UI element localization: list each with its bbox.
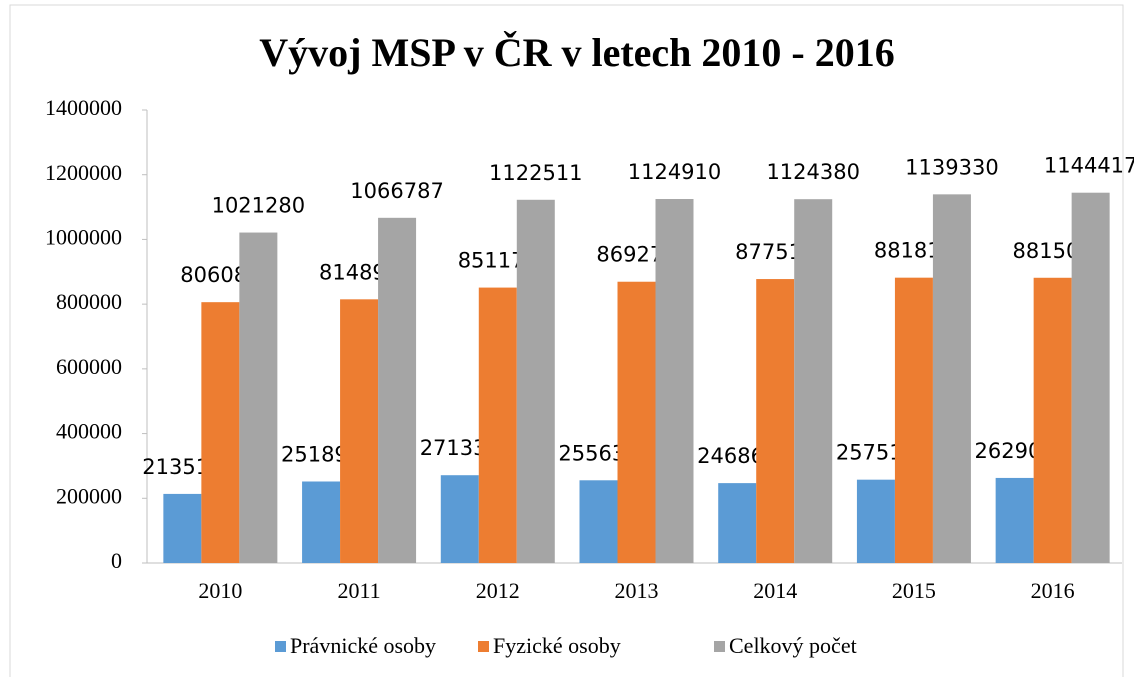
bar [378, 217, 417, 563]
legend-swatch [275, 641, 286, 652]
bar [340, 299, 379, 563]
bar [655, 199, 694, 563]
bar [516, 199, 555, 563]
x-tick-label: 2013 [615, 578, 659, 603]
bar [163, 493, 202, 563]
data-label: 1122511 [489, 161, 583, 185]
bar [1071, 192, 1110, 564]
legend-swatch [478, 641, 489, 652]
legend-label: Celkový počet [729, 633, 857, 658]
data-label: 1139330 [905, 155, 999, 179]
bar [932, 194, 971, 563]
bar [201, 302, 240, 563]
y-tick-label: 0 [111, 548, 122, 573]
bar [1033, 277, 1072, 563]
legend-swatch [714, 641, 725, 652]
bar [302, 481, 341, 563]
data-label: 1144417 [1044, 154, 1134, 178]
x-tick-label: 2012 [476, 578, 520, 603]
x-tick-label: 2010 [198, 578, 242, 603]
bar [794, 199, 833, 564]
bar [617, 281, 656, 563]
x-tick-label: 2014 [753, 578, 797, 603]
y-tick-label: 400000 [56, 419, 122, 444]
bar [440, 475, 479, 563]
data-label: 1021280 [212, 194, 306, 218]
x-tick-label: 2015 [892, 578, 936, 603]
y-tick-label: 1000000 [45, 224, 122, 249]
legend-label: Fyzické osoby [493, 633, 621, 658]
bar [239, 232, 278, 563]
y-tick-label: 1200000 [45, 160, 122, 185]
data-label: 1066787 [350, 179, 444, 203]
data-label: 1124380 [766, 160, 860, 184]
data-label: 1124910 [628, 160, 722, 184]
y-tick-label: 800000 [56, 289, 122, 314]
bar [756, 279, 795, 563]
x-tick-label: 2016 [1031, 578, 1075, 603]
chart-title: Vývoj MSP v ČR v letech 2010 - 2016 [259, 30, 894, 75]
legend-label: Právnické osoby [290, 633, 436, 658]
bar [995, 477, 1034, 563]
bar [478, 287, 517, 563]
bar [718, 483, 757, 563]
bar [894, 277, 933, 563]
x-tick-label: 2011 [337, 578, 380, 603]
y-tick-label: 600000 [56, 354, 122, 379]
y-tick-label: 1400000 [45, 95, 122, 120]
bar [579, 480, 618, 563]
y-tick-label: 200000 [56, 483, 122, 508]
bar [856, 479, 895, 563]
